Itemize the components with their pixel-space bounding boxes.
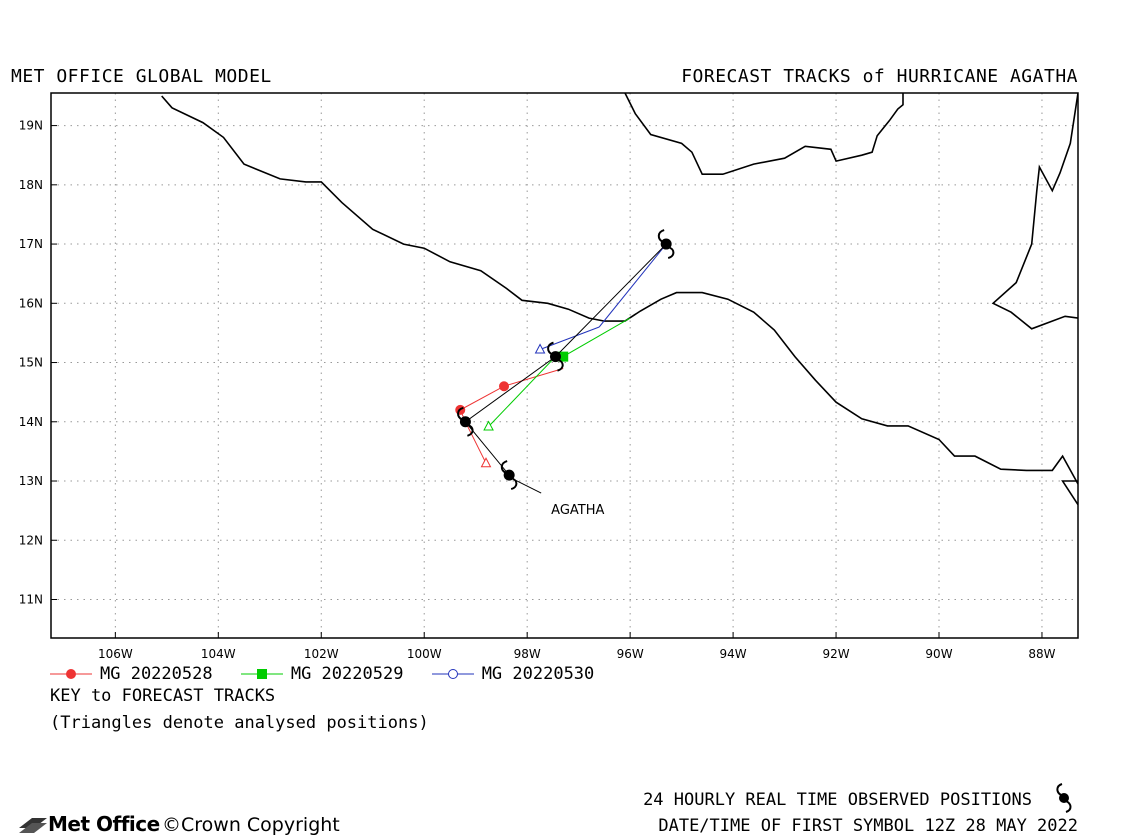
analysed-position-triangle bbox=[483, 420, 494, 431]
tick-label-lat: 15N bbox=[19, 356, 43, 370]
tick-label-lat: 19N bbox=[19, 119, 43, 133]
legend-swatch-green bbox=[240, 669, 283, 679]
tick-label-lat: 12N bbox=[19, 533, 43, 547]
tick-label-lat: 17N bbox=[19, 237, 43, 251]
first-symbol-time: DATE/TIME OF FIRST SYMBOL 12Z 28 MAY 202… bbox=[658, 816, 1078, 836]
legend-label: MG 20220530 bbox=[481, 664, 595, 684]
legend-item-20220530: MG 20220530 bbox=[431, 664, 595, 684]
coastline bbox=[991, 93, 1078, 330]
tick-label-lat: 18N bbox=[19, 178, 43, 192]
tick-label-lat: 16N bbox=[19, 296, 43, 310]
hurricane-icon bbox=[500, 460, 518, 491]
legend-swatch-red bbox=[50, 669, 92, 679]
tick-label-lat: 14N bbox=[19, 415, 43, 429]
legend-label: MG 20220529 bbox=[290, 664, 404, 684]
axis-ticks: 106W 104W 102W 100W 98W 96W 94W 92W 90W 88W 11N 12N… bbox=[19, 119, 1056, 661]
hurricane-icon bbox=[457, 406, 474, 437]
storm-name-label: AGATHA bbox=[551, 503, 604, 518]
tick-label-lon: 106W bbox=[98, 647, 133, 661]
tick-label-lon: 90W bbox=[925, 647, 952, 661]
coastline bbox=[161, 95, 1078, 485]
analysed-position-triangle bbox=[480, 457, 492, 468]
chart-title: FORECAST TRACKS of HURRICANE AGATHA bbox=[681, 66, 1078, 87]
legend-swatch-blue bbox=[431, 669, 474, 679]
tick-label-lon: 96W bbox=[617, 647, 644, 661]
coastline bbox=[1061, 480, 1078, 506]
storm-label-pointer bbox=[512, 478, 542, 494]
track-marker bbox=[558, 351, 569, 362]
grid-lines bbox=[51, 93, 1078, 638]
track-marker bbox=[499, 381, 510, 392]
key-note: (Triangles denote analysed positions) bbox=[50, 713, 429, 733]
tick-label-lon: 88W bbox=[1028, 647, 1055, 661]
model-title: MET OFFICE GLOBAL MODEL bbox=[11, 66, 272, 87]
met-office-logo: Met Office bbox=[18, 812, 160, 836]
tick-label-lon: 98W bbox=[514, 647, 541, 661]
forecast-track-line bbox=[598, 243, 667, 328]
legend-label: MG 20220528 bbox=[100, 664, 213, 684]
logo-text: Met Office bbox=[48, 812, 160, 836]
tick-label-lon: 102W bbox=[304, 647, 339, 661]
hurricane-icon bbox=[657, 229, 675, 260]
key-title: KEY to FORECAST TRACKS bbox=[50, 686, 276, 706]
legend-item-20220529: MG 20220529 bbox=[240, 664, 404, 684]
coastlines bbox=[161, 93, 1078, 506]
tick-label-lon: 92W bbox=[822, 647, 849, 661]
copyright: ©Crown Copyright bbox=[162, 814, 340, 836]
observed-track-line bbox=[464, 243, 667, 476]
hurricane-symbol-icon bbox=[1056, 783, 1072, 813]
analysed-position-triangle bbox=[534, 343, 546, 354]
tick-label-lon: 100W bbox=[407, 647, 442, 661]
observed-positions: AGATHA bbox=[457, 229, 675, 518]
forecast-track-line bbox=[459, 368, 564, 464]
observed-note: 24 HOURLY REAL TIME OBSERVED POSITIONS bbox=[643, 790, 1032, 810]
forecast-track-line bbox=[555, 317, 631, 358]
met-office-logo-icon bbox=[19, 818, 47, 833]
map-frame bbox=[50, 92, 1079, 639]
tick-label-lat: 11N bbox=[19, 592, 43, 606]
tick-label-lon: 94W bbox=[720, 647, 747, 661]
hurricane-icon bbox=[547, 341, 564, 372]
coastline bbox=[624, 93, 904, 175]
forecast-track-line bbox=[488, 356, 556, 427]
legend: MG 20220528 MG 20220529 MG 20220530 bbox=[50, 664, 612, 686]
tick-label-lat: 13N bbox=[19, 474, 43, 488]
tick-label-lon: 104W bbox=[201, 647, 236, 661]
legend-item-20220528: MG 20220528 bbox=[50, 664, 213, 684]
